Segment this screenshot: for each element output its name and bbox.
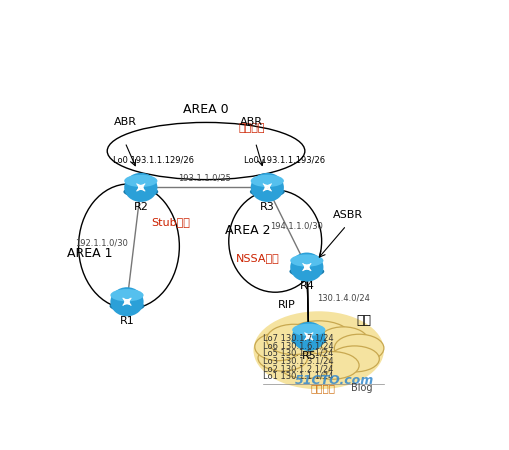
- Ellipse shape: [304, 351, 358, 379]
- Text: 194.1.1.0/30: 194.1.1.0/30: [270, 221, 323, 230]
- Ellipse shape: [266, 324, 321, 355]
- Text: R4: R4: [299, 281, 314, 291]
- Ellipse shape: [279, 352, 331, 378]
- Text: Lo2 130.1.2.1/24: Lo2 130.1.2.1/24: [263, 364, 333, 373]
- Ellipse shape: [124, 175, 157, 187]
- Text: R5: R5: [301, 351, 316, 361]
- Text: ASBR: ASBR: [332, 210, 363, 220]
- Text: 192.1.1.0/30: 192.1.1.0/30: [75, 238, 127, 248]
- Text: AREA 2: AREA 2: [224, 224, 270, 237]
- Text: Lo0 193.1.1.193/26: Lo0 193.1.1.193/26: [243, 155, 324, 164]
- Text: Stub区域: Stub区域: [151, 217, 189, 227]
- Text: 主干: 主干: [356, 314, 371, 327]
- Ellipse shape: [334, 334, 383, 362]
- Text: Blog: Blog: [351, 383, 372, 393]
- Text: ABR: ABR: [240, 117, 263, 126]
- Text: R1: R1: [120, 316, 134, 326]
- Circle shape: [292, 322, 325, 351]
- Text: 技术博客: 技术博客: [309, 383, 334, 393]
- Ellipse shape: [318, 327, 367, 355]
- Ellipse shape: [292, 324, 325, 336]
- Text: RIP: RIP: [277, 300, 295, 310]
- Text: R2: R2: [133, 202, 148, 212]
- Ellipse shape: [290, 254, 323, 267]
- Ellipse shape: [286, 321, 351, 354]
- Ellipse shape: [291, 335, 326, 346]
- Ellipse shape: [253, 311, 383, 389]
- Ellipse shape: [329, 346, 379, 372]
- Ellipse shape: [110, 289, 144, 302]
- Ellipse shape: [258, 345, 307, 371]
- Ellipse shape: [123, 186, 158, 197]
- Circle shape: [250, 173, 284, 202]
- Ellipse shape: [254, 333, 301, 360]
- Text: 193.1.1.0/25: 193.1.1.0/25: [177, 173, 230, 182]
- Text: 51CTO.com: 51CTO.com: [294, 374, 374, 387]
- Text: R3: R3: [260, 202, 274, 212]
- Text: 130.1.4.0/24: 130.1.4.0/24: [316, 294, 369, 303]
- Ellipse shape: [109, 301, 144, 311]
- Circle shape: [124, 173, 157, 202]
- Text: ABR: ABR: [114, 117, 136, 126]
- Ellipse shape: [249, 186, 284, 197]
- Text: 规则区域: 规则区域: [238, 123, 264, 134]
- Text: Lo3 130.1.3.1/24: Lo3 130.1.3.1/24: [263, 356, 333, 365]
- Text: Lo1 130.1.1.1/24: Lo1 130.1.1.1/24: [263, 372, 333, 381]
- Circle shape: [290, 252, 323, 282]
- Text: AREA 1: AREA 1: [67, 247, 112, 260]
- Text: AREA 0: AREA 0: [183, 103, 229, 116]
- Ellipse shape: [289, 266, 324, 277]
- Text: Lo5 130.1.5.1/24: Lo5 130.1.5.1/24: [263, 349, 333, 358]
- Circle shape: [110, 287, 144, 316]
- Text: Lo7 130.1.7.1/24: Lo7 130.1.7.1/24: [263, 333, 333, 342]
- Text: Lo0 193.1.1.129/26: Lo0 193.1.1.129/26: [113, 155, 194, 164]
- Text: NSSA区域: NSSA区域: [235, 253, 279, 263]
- Ellipse shape: [250, 175, 284, 187]
- Text: Lo6 130.1.6.1/24: Lo6 130.1.6.1/24: [263, 341, 333, 350]
